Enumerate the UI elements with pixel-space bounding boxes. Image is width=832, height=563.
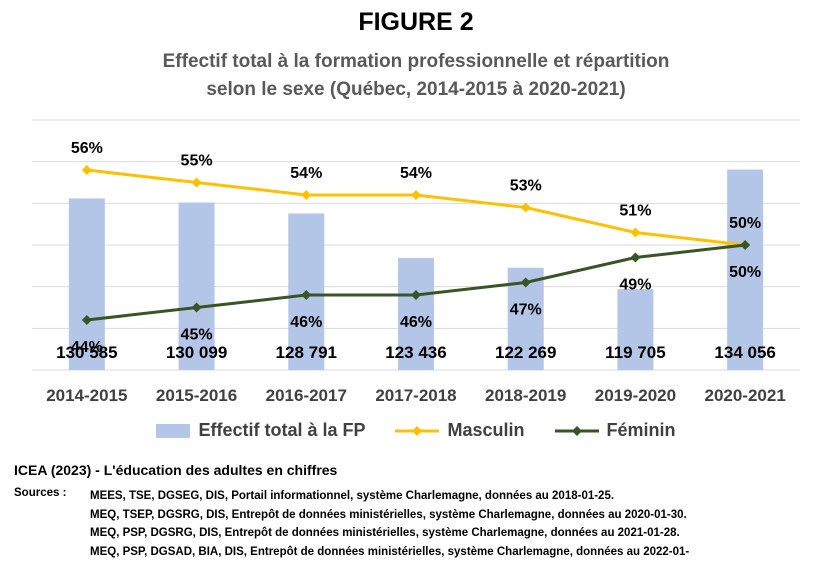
masculin-marker [520, 202, 531, 213]
masculin-data-label: 50% [729, 215, 761, 232]
legend-swatch-total [156, 423, 191, 438]
legend-item-feminin: Féminin [554, 420, 676, 441]
bar [178, 202, 215, 370]
chart-area: 56% 55% 54% 54% 53% 51% 50% 44% 45% 46% 46% 47% 49% 5… [32, 119, 800, 405]
line-series [81, 165, 751, 325]
chart-subtitle: Effectif total à la formation profession… [0, 48, 832, 104]
feminin-data-label: 44% [71, 339, 103, 356]
x-tick-label: 2019-2020 [595, 386, 676, 405]
x-tick-label: 2015-2016 [156, 386, 237, 405]
subtitle-line-2: selon le sexe (Québec, 2014-2015 à 2020-… [206, 79, 626, 100]
source-item: MEQ, PSP, DGSRG, DIS, Entrepôt de donnée… [90, 527, 680, 539]
x-tick-label: 2018-2019 [485, 386, 566, 405]
masculin-marker [191, 177, 202, 188]
bar-data-label: 128 791 [276, 343, 337, 362]
subtitle-line-1: Effectif total à la formation profession… [162, 51, 670, 72]
masculin-data-label: 53% [510, 178, 542, 195]
sources-list: MEES, TSE, DGSEG, DIS, Portail informati… [90, 487, 689, 561]
masculin-data-label: 54% [400, 165, 432, 182]
data-labels: 56% 55% 54% 54% 53% 51% 50% 44% 45% 46% 46% 47% 49% 5… [56, 140, 776, 362]
feminin-marker [520, 277, 531, 288]
legend-label-feminin: Féminin [606, 420, 676, 440]
feminin-data-label: 46% [290, 314, 322, 331]
legend-item-masculin: Masculin [395, 420, 525, 441]
sources-block: Sources : MEES, TSE, DGSEG, DIS, Portail… [14, 487, 689, 561]
source-item: MEQ, TSEP, DGSRG, DIS, Entrepôt de donné… [90, 508, 687, 521]
source-item: MEQ, PSP, DGSAD, BIA, DIS, Entrepôt de d… [90, 545, 690, 558]
bar-data-label: 122 269 [495, 343, 556, 362]
legend-swatch-feminin [554, 425, 599, 436]
masculin-data-label: 55% [181, 153, 213, 170]
bar-data-label: 134 056 [714, 343, 775, 362]
source-item: MEES, TSE, DGSEG, DIS, Portail informati… [90, 490, 615, 502]
masculin-data-label: 51% [619, 203, 651, 220]
bar-series [68, 169, 764, 370]
bar-data-label: 119 705 [605, 343, 666, 362]
x-tick-label: 2020-2021 [704, 386, 785, 405]
x-tick-label: 2017-2018 [375, 386, 456, 405]
legend-label-masculin: Masculin [447, 420, 525, 440]
feminin-data-label: 50% [729, 264, 761, 281]
feminin-marker [191, 302, 202, 313]
masculin-marker [411, 190, 421, 200]
bar [727, 169, 764, 370]
bar-data-label: 130 585 [56, 343, 117, 362]
feminin-data-label: 49% [619, 277, 651, 294]
masculin-marker [630, 227, 641, 238]
bar [398, 258, 434, 370]
masculin-data-label: 56% [71, 140, 103, 157]
bar [617, 289, 654, 370]
bar-data-label: 123 436 [385, 343, 446, 362]
masculin-marker [301, 190, 312, 200]
masculin-data-label: 54% [290, 165, 322, 182]
feminin-marker [411, 290, 421, 300]
feminin-data-label: 45% [181, 327, 213, 344]
bar [68, 198, 105, 370]
feminin-marker [81, 315, 92, 325]
feminin-marker [301, 290, 312, 300]
x-tick-label: 2014-2015 [46, 386, 127, 405]
feminin-marker [630, 252, 641, 263]
legend-swatch-masculin [395, 425, 440, 436]
x-axis: 2014-2015 2015-2016 2016-2017 2017-2018 2018… [46, 386, 786, 405]
feminin-data-label: 47% [510, 302, 542, 319]
bar-data-label: 130 099 [166, 343, 227, 362]
legend-label-total: Effectif total à la FP [198, 420, 366, 440]
feminin-marker [740, 240, 751, 250]
x-tick-label: 2016-2017 [266, 386, 347, 405]
masculin-marker [81, 165, 92, 175]
figure-label: FIGURE 2 [358, 8, 474, 36]
sources-label: Sources : [14, 487, 67, 499]
legend: Effectif total à la FP Masculin Féminin [0, 420, 832, 441]
legend-item-total: Effectif total à la FP [156, 420, 365, 441]
feminin-data-label: 46% [400, 314, 432, 331]
credit-line: ICEA (2023) - L'éducation des adultes en… [14, 462, 338, 478]
